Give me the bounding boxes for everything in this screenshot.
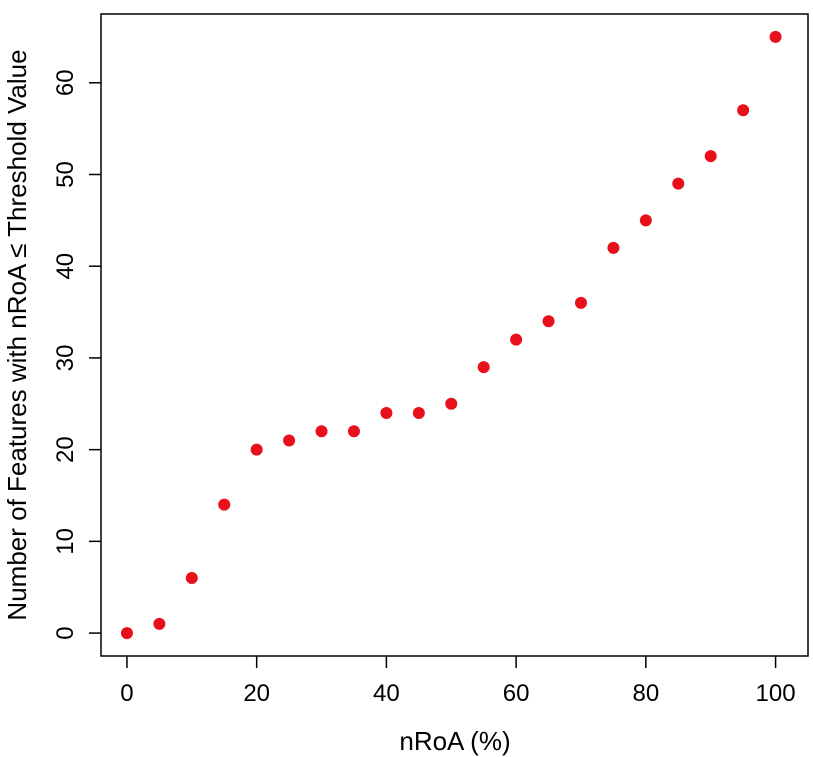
- data-point: [250, 443, 263, 456]
- data-point: [218, 498, 231, 511]
- data-point: [380, 406, 393, 419]
- y-tick-label: 20: [52, 436, 79, 463]
- y-tick-label: 30: [52, 345, 79, 372]
- y-axis-title: Number of Features with nRoA ≤ Threshold…: [2, 49, 32, 620]
- x-tick-label: 60: [503, 680, 530, 707]
- data-point: [477, 361, 490, 374]
- plot-frame: [100, 13, 809, 657]
- x-tick-label: 0: [120, 680, 133, 707]
- data-point: [737, 104, 750, 117]
- y-tick-label: 10: [52, 528, 79, 555]
- x-axis-title: nRoA (%): [399, 726, 510, 756]
- data-point: [542, 315, 555, 328]
- x-tick-label: 100: [756, 680, 796, 707]
- data-point: [445, 397, 458, 410]
- data-point: [185, 572, 198, 585]
- data-point: [769, 30, 782, 43]
- x-tick-label: 80: [632, 680, 659, 707]
- y-tick-label: 50: [52, 161, 79, 188]
- data-point: [574, 296, 587, 309]
- data-point: [607, 241, 620, 254]
- data-point: [347, 425, 360, 438]
- y-tick-label: 40: [52, 253, 79, 280]
- data-point: [153, 617, 166, 630]
- x-axis-ticks: 0 20 40 60 80 100: [120, 656, 796, 707]
- x-tick-label: 20: [243, 680, 270, 707]
- data-point: [672, 177, 685, 190]
- data-points: [120, 30, 782, 640]
- data-point: [510, 333, 523, 346]
- y-tick-label: 60: [52, 69, 79, 96]
- data-point: [639, 214, 652, 227]
- y-tick-label: 0: [52, 626, 79, 639]
- x-tick-label: 40: [373, 680, 400, 707]
- y-axis-ticks: 0 10 20 30 40 50 60: [52, 69, 101, 640]
- data-point: [283, 434, 296, 447]
- data-point: [412, 406, 425, 419]
- data-point: [704, 150, 717, 163]
- data-point: [315, 425, 328, 438]
- data-point: [120, 627, 133, 640]
